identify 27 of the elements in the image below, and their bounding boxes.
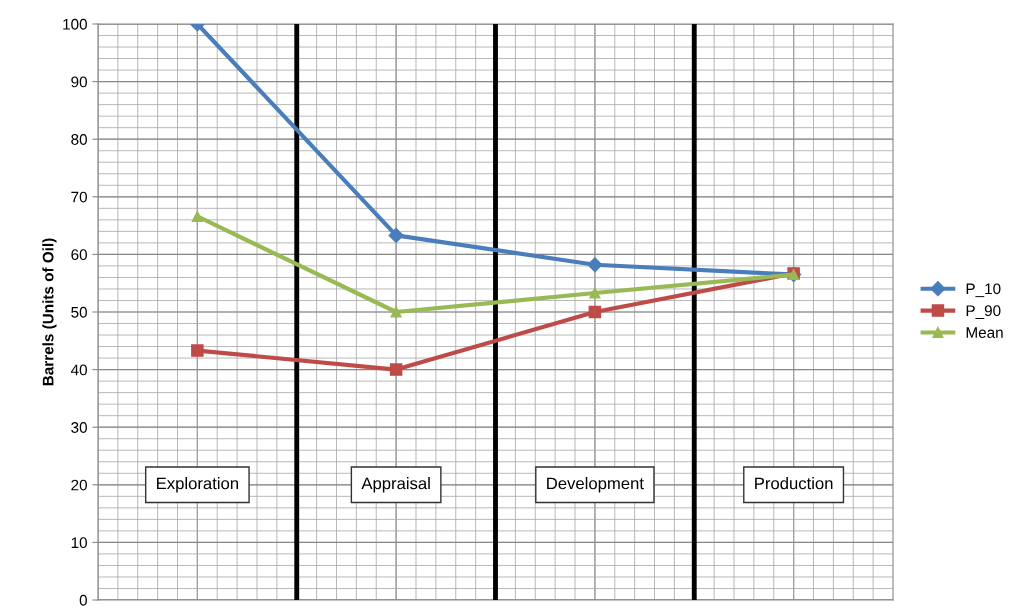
y-tick-label: 80 <box>71 134 87 145</box>
point <box>390 306 402 318</box>
point <box>191 344 204 357</box>
y-tick-label: 50 <box>71 306 87 318</box>
y-tick-label: 10 <box>71 537 87 549</box>
y-tick-label: 70 <box>71 191 87 203</box>
annotation: Exploration <box>157 477 238 493</box>
legend-label: P_90 <box>966 305 1001 319</box>
point <box>388 227 404 243</box>
y-tick-label: 40 <box>70 364 87 376</box>
annotation: Production <box>755 477 833 490</box>
annotation: Appraisal <box>361 477 430 493</box>
point <box>587 257 603 273</box>
y-tick-label: 30 <box>71 422 87 433</box>
y-tick-label: 20 <box>71 479 87 491</box>
legend-label: Mean <box>966 327 1003 338</box>
point <box>589 287 601 299</box>
y-tick-label: 60 <box>71 249 87 261</box>
y-tick-label: 0 <box>79 594 87 606</box>
point <box>191 210 203 222</box>
annotation: Development <box>547 477 644 493</box>
point <box>588 305 602 319</box>
y-tick-label: 90 <box>71 76 87 88</box>
legend-label: P_10 <box>966 283 1001 298</box>
y-tick-label: 100 <box>63 18 87 30</box>
y-axis-title: Barrels (Units of Oil) <box>42 238 57 386</box>
point <box>389 363 403 376</box>
